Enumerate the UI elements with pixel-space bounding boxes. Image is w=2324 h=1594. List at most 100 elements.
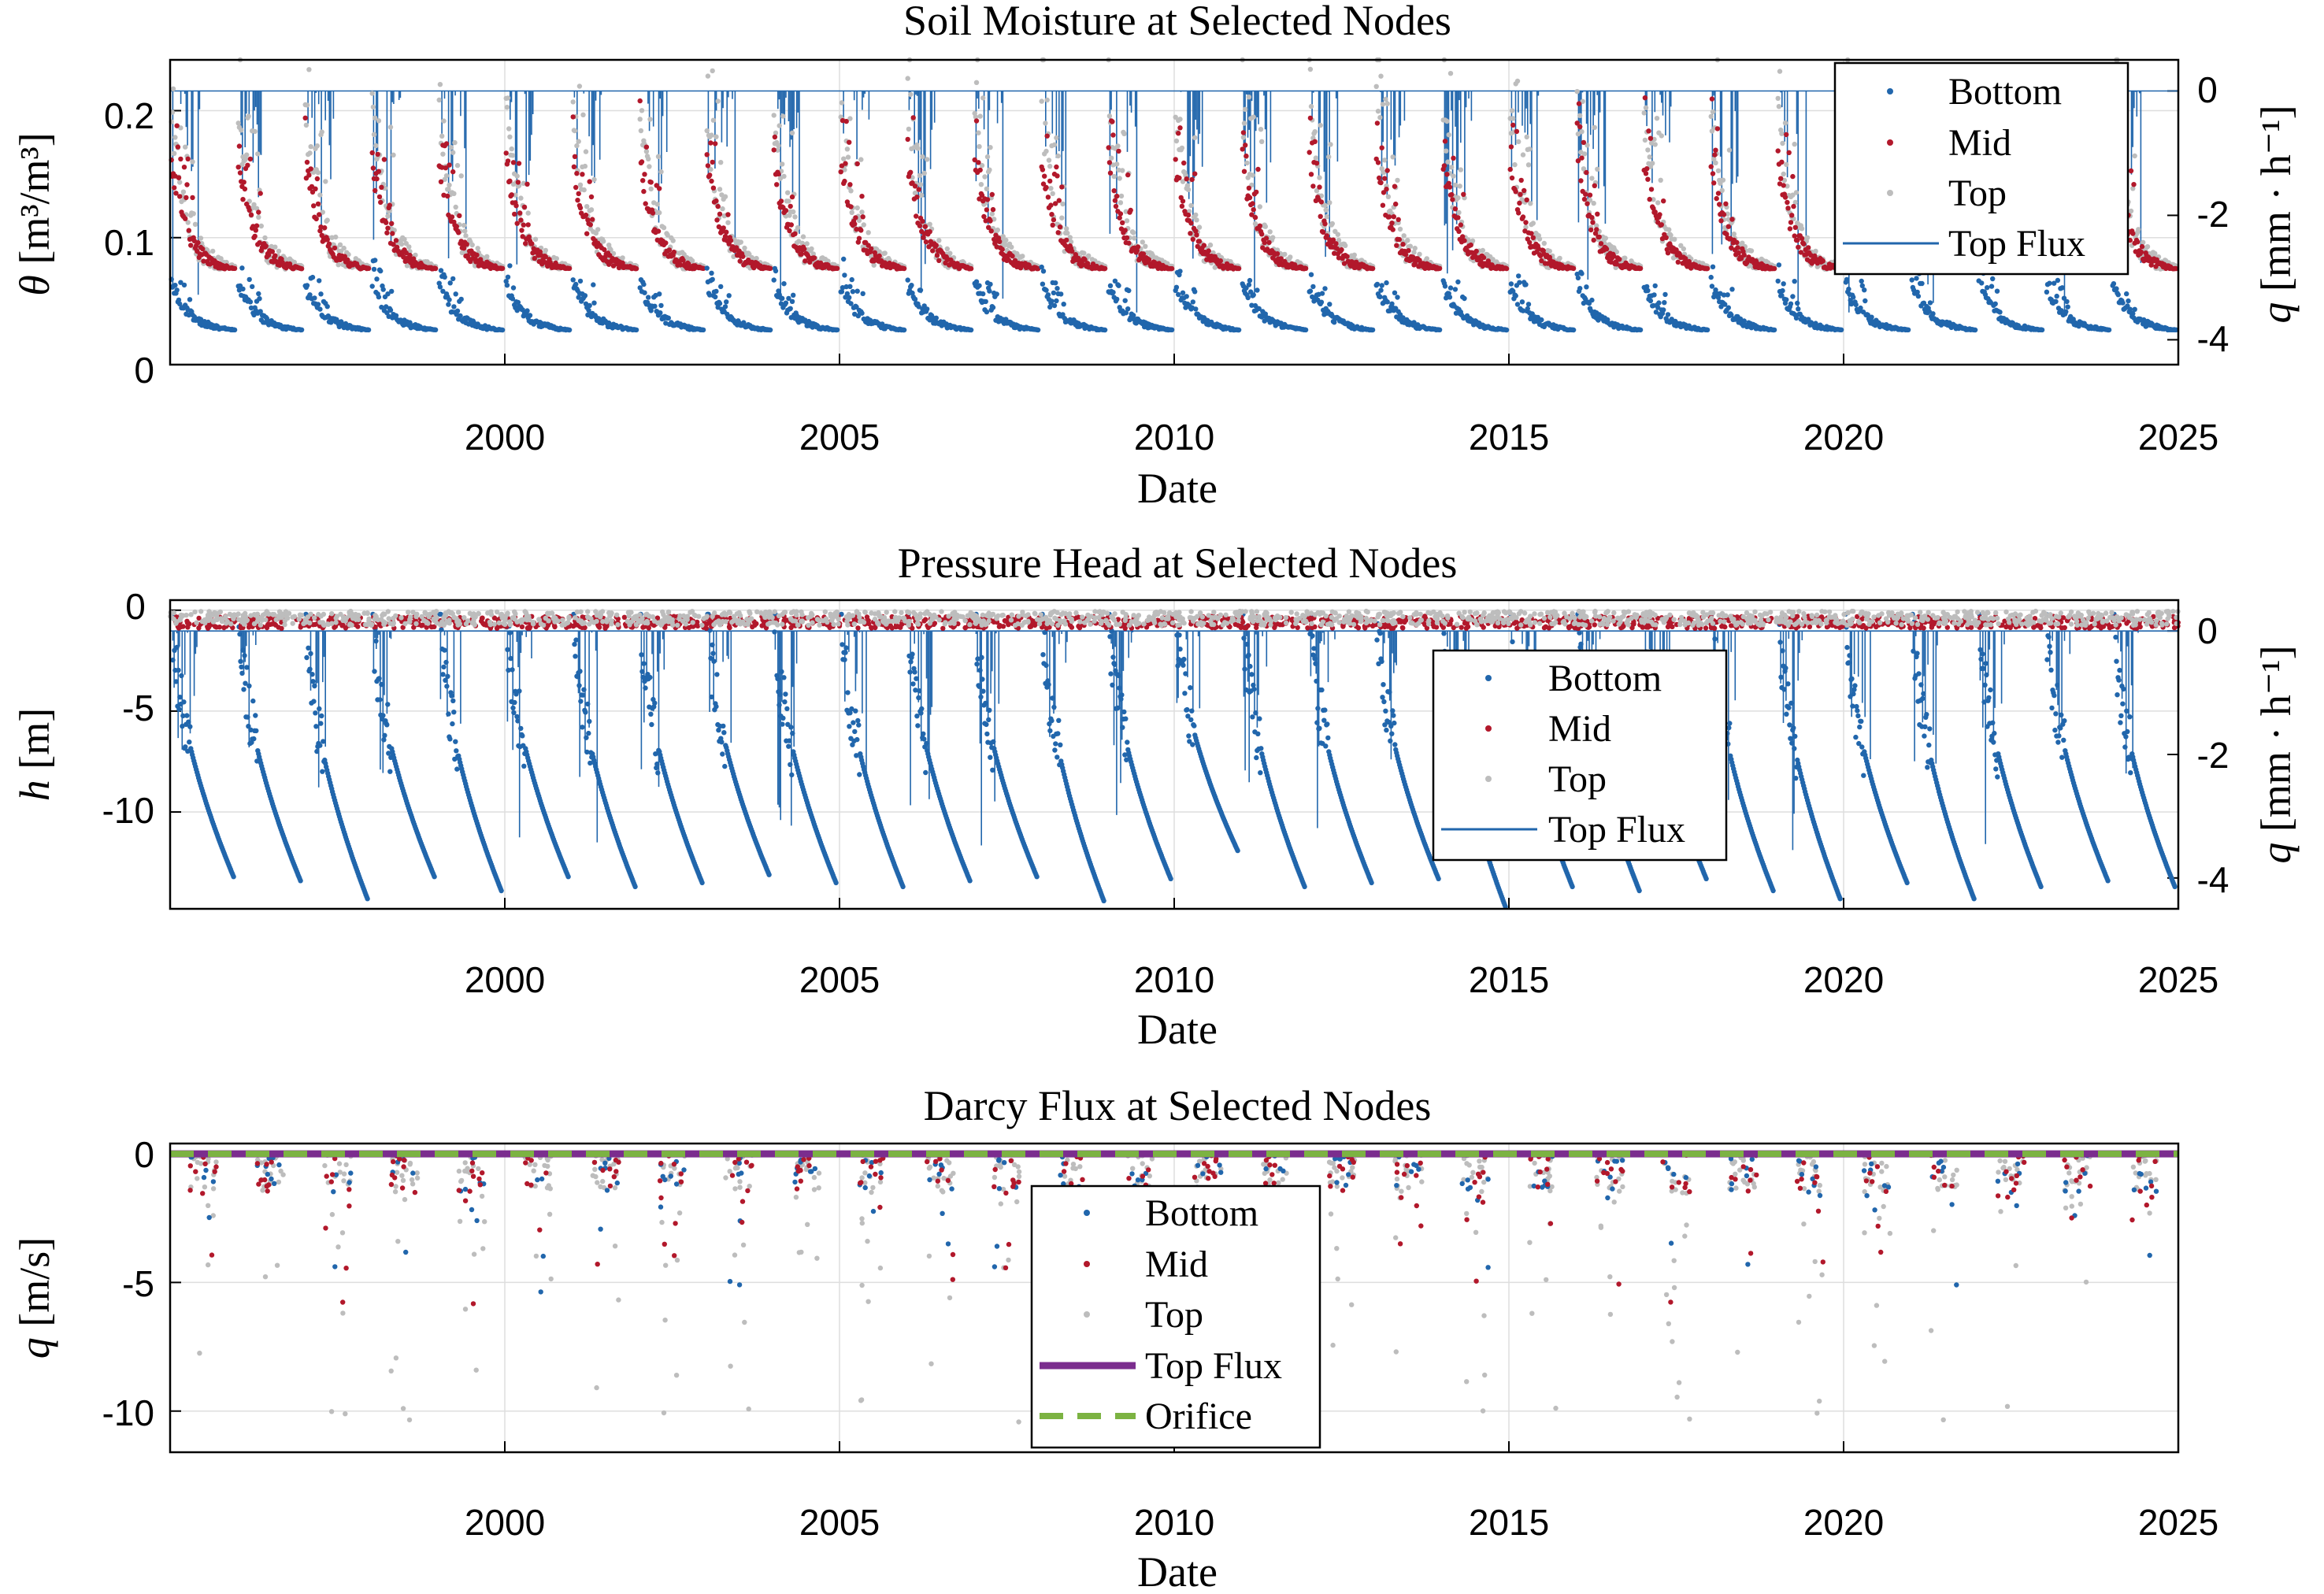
moisture-mid-point: [856, 235, 862, 241]
moisture-mid-point: [1246, 185, 1252, 191]
moisture-mid-point: [1318, 213, 1323, 219]
moisture-bottom-point: [767, 327, 773, 333]
moisture-mid-point: [1795, 237, 1800, 243]
moisture-mid-point: [521, 222, 526, 228]
moisture-mid-point: [1312, 139, 1318, 144]
moisture-mid-point: [384, 220, 389, 225]
moisture-top-point: [1458, 167, 1464, 172]
moisture-mid-point: [973, 118, 980, 124]
moisture-mid-point: [186, 228, 191, 233]
moisture-bottom-point: [317, 306, 323, 312]
moisture-mid-point: [1715, 191, 1722, 196]
moisture-bottom-point: [524, 308, 530, 313]
moisture-mid-point: [445, 193, 450, 199]
moisture-top-point: [255, 151, 261, 157]
moisture-mid-point: [450, 169, 456, 175]
moisture-mid-point: [570, 114, 576, 120]
moisture-top-point: [1655, 200, 1661, 206]
moisture-mid-point: [1507, 166, 1513, 172]
moisture-mid-point: [245, 162, 250, 168]
moisture-data: [169, 57, 2179, 333]
moisture-bottom-point: [389, 288, 395, 295]
moisture-top-point: [1313, 155, 1319, 161]
moisture-top-point: [1317, 175, 1322, 180]
moisture-bottom-point: [246, 276, 252, 283]
moisture-top-point: [1777, 69, 1783, 74]
moisture-top-point: [543, 247, 548, 254]
moisture-mid-point: [175, 144, 181, 150]
moisture-mid-point: [503, 150, 509, 156]
moisture-mid-point: [389, 221, 395, 226]
moisture-bottom-point: [240, 286, 246, 292]
moisture-mid-point: [184, 182, 190, 187]
moisture-bottom-point: [665, 315, 671, 321]
moisture-mid-point: [1244, 153, 1249, 159]
moisture-mid-point: [1522, 187, 1527, 194]
moisture-top-point: [591, 176, 597, 183]
moisture-top-point: [254, 206, 260, 211]
moisture-mid-point: [704, 152, 710, 158]
moisture-mid-point: [240, 197, 246, 202]
moisture-mid-point: [1456, 228, 1462, 234]
moisture-mid-point: [373, 187, 378, 194]
moisture-mid-point: [1503, 265, 1510, 272]
moisture-mid-point: [304, 159, 310, 165]
moisture-mid-point: [518, 217, 524, 223]
moisture-mid-point: [1321, 229, 1326, 235]
moisture-mid-point: [521, 204, 528, 210]
moisture-bottom-point: [905, 277, 910, 283]
moisture-mid-point: [263, 243, 269, 249]
moisture-mid-point: [1243, 143, 1248, 148]
moisture-mid-point: [1314, 161, 1320, 166]
moisture-top-point: [905, 76, 910, 81]
moisture-mid-point: [517, 210, 523, 216]
moisture-top-point: [1666, 227, 1672, 232]
moisture-mid-point: [374, 176, 380, 182]
moisture-top-point: [504, 105, 510, 110]
moisture-top-point: [976, 130, 981, 135]
moisture-top-point: [1043, 120, 1048, 126]
moisture-top-point: [995, 227, 1001, 233]
moisture-bottom-point: [317, 278, 322, 284]
moisture-mid-point: [1517, 200, 1522, 206]
moisture-mid-point: [914, 195, 920, 200]
moisture-top-point: [1140, 239, 1146, 245]
moisture-top-point: [1194, 217, 1199, 223]
moisture-mid-point: [1447, 184, 1453, 190]
moisture-top-point: [337, 242, 343, 247]
moisture-top-point: [1589, 176, 1595, 181]
moisture-top-point: [1020, 254, 1025, 259]
moisture-top-point: [1577, 113, 1583, 118]
moisture-top-point: [1595, 166, 1600, 172]
moisture-mid-point: [1790, 173, 1796, 180]
moisture-mid-point: [838, 169, 843, 175]
moisture-mid-point: [1514, 128, 1520, 135]
moisture-mid-point: [1050, 222, 1055, 228]
moisture-mid-point: [566, 265, 573, 271]
moisture-mid-point: [930, 248, 936, 254]
moisture-top-point: [1378, 73, 1384, 79]
moisture-top-point: [450, 150, 456, 155]
moisture-top-point: [1622, 255, 1628, 261]
moisture-mid-point: [1577, 124, 1583, 130]
moisture-top-point: [973, 80, 980, 86]
moisture-mid-point: [237, 170, 243, 176]
moisture-top-point: [1179, 145, 1185, 151]
moisture-mid-point: [933, 243, 940, 248]
moisture-mid-point: [1444, 172, 1450, 177]
moisture-top-point: [2136, 227, 2141, 232]
moisture-mid-point: [1386, 214, 1392, 220]
moisture-mid-point: [869, 246, 874, 252]
moisture-mid-point: [1659, 222, 1664, 228]
moisture-mid-point: [317, 212, 322, 217]
moisture-top-point: [637, 117, 643, 122]
moisture-top-point: [314, 143, 321, 149]
moisture-mid-point: [1436, 265, 1443, 271]
moisture-top-point: [373, 143, 379, 149]
moisture-mid-point: [378, 199, 384, 206]
moisture-top-point: [2152, 250, 2158, 257]
moisture-bottom-point: [633, 327, 639, 333]
moisture-top-point: [1672, 236, 1677, 242]
moisture-mid-point: [922, 224, 928, 229]
moisture-top-point: [647, 164, 652, 169]
